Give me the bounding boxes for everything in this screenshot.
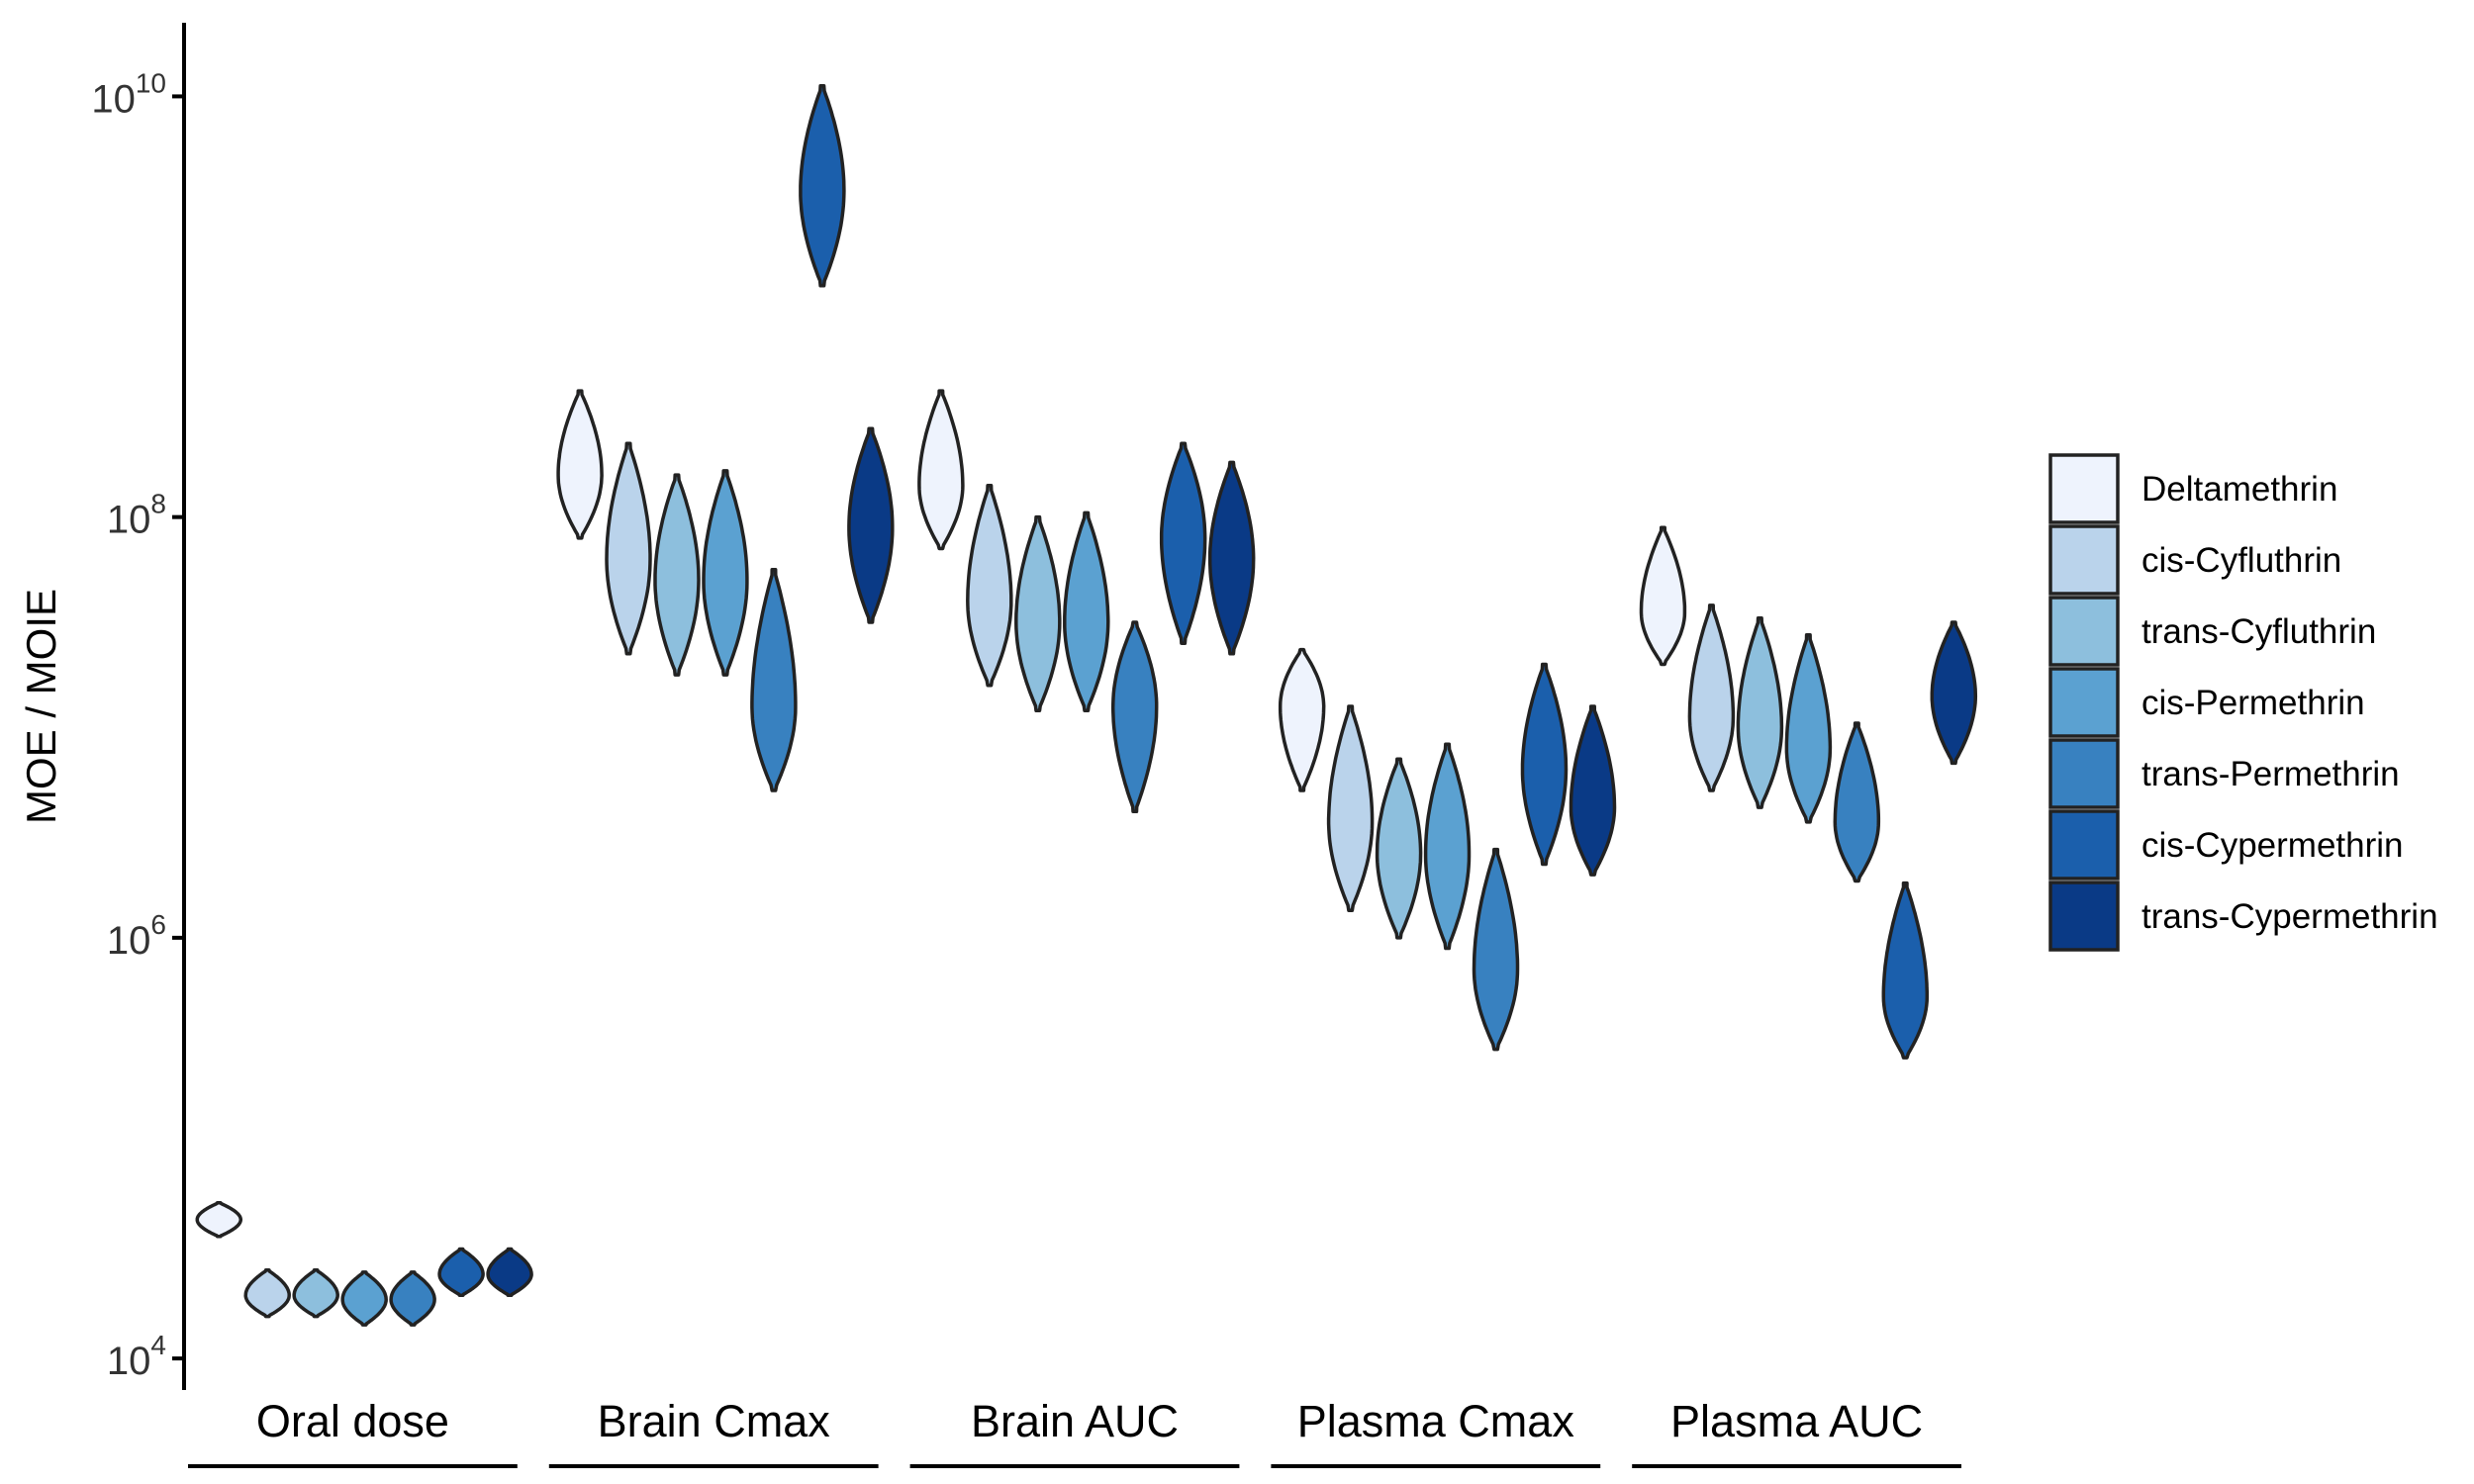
- legend-swatch: [2048, 809, 2120, 881]
- legend-label: trans-Permethrin: [2141, 755, 2400, 793]
- y-tick-label: 1010: [91, 67, 166, 121]
- legend-swatch: [2048, 453, 2120, 524]
- violin-trans-cypermethrin: [1930, 620, 1978, 766]
- violin-cis-cyfluthrin: [1326, 704, 1375, 912]
- y-axis-title: MOE / MOIE: [18, 589, 64, 824]
- legend-label: cis-Cypermethrin: [2141, 826, 2404, 865]
- legend-label: Deltamethrin: [2141, 470, 2337, 509]
- violin-deltamethrin: [556, 389, 604, 540]
- violin-trans-permethrin: [1833, 721, 1881, 883]
- violin-cis-cypermethrin: [437, 1247, 485, 1298]
- legend: Deltamethrin cis-Cyfluthrin trans-Cyfluthr…: [2048, 453, 2438, 952]
- y-tick-label: 106: [107, 909, 166, 963]
- violin-trans-cyfluthrin: [653, 473, 701, 677]
- violin-cis-cypermethrin: [1520, 662, 1569, 867]
- violin-cis-permethrin: [340, 1270, 388, 1327]
- violin-deltamethrin: [1639, 525, 1687, 667]
- violin-trans-cypermethrin: [1569, 704, 1617, 877]
- violin-trans-cypermethrin: [1207, 460, 1256, 656]
- violin-cis-permethrin: [1423, 742, 1472, 951]
- violin-cis-permethrin: [1784, 632, 1833, 824]
- legend-label: cis-Permethrin: [2141, 684, 2365, 722]
- violin-trans-cypermethrin: [847, 426, 895, 624]
- y-axis: 104 106 108 1010: [91, 23, 186, 1390]
- violin-cis-cyfluthrin: [966, 484, 1013, 688]
- legend-swatch: [2048, 738, 2120, 809]
- violin-cis-permethrin: [1063, 510, 1110, 713]
- group-label: Brain Cmax: [598, 1396, 831, 1446]
- violin-cis-cyfluthrin: [1687, 603, 1736, 792]
- y-tick-label: 104: [107, 1330, 166, 1383]
- group-label: Oral dose: [256, 1396, 449, 1446]
- legend-swatch: [2048, 881, 2120, 952]
- violin-cis-cyfluthrin: [605, 441, 652, 656]
- x-group-labels: Oral dose Brain Cmax Brain AUC Plasma Cmax P…: [188, 1396, 1961, 1468]
- legend-swatch: [2048, 667, 2120, 738]
- violin-cis-permethrin: [702, 469, 749, 677]
- violin-trans-permethrin: [389, 1270, 436, 1327]
- group-label: Plasma Cmax: [1297, 1396, 1575, 1446]
- violin-layer: [195, 84, 1978, 1327]
- violin-deltamethrin: [1278, 647, 1326, 792]
- violin-deltamethrin: [917, 389, 965, 551]
- legend-swatch: [2048, 596, 2120, 667]
- y-tick-label: 108: [107, 489, 166, 542]
- legend-swatch: [2048, 524, 2120, 596]
- violin-trans-permethrin: [750, 568, 798, 792]
- group-label: Plasma AUC: [1670, 1396, 1923, 1446]
- legend-label: trans-Cyfluthrin: [2141, 612, 2376, 651]
- violin-trans-permethrin: [1472, 847, 1520, 1052]
- violin-trans-cyfluthrin: [292, 1268, 339, 1319]
- legend-label: cis-Cyfluthrin: [2141, 541, 2341, 580]
- y-ticks: 104 106 108 1010: [91, 67, 184, 1383]
- violin-trans-cyfluthrin: [1014, 514, 1062, 713]
- violin-cis-cypermethrin: [1159, 441, 1207, 645]
- violin-cis-cypermethrin: [799, 84, 846, 288]
- violin-trans-cypermethrin: [486, 1247, 533, 1298]
- violin-deltamethrin: [195, 1201, 243, 1239]
- group-label: Brain AUC: [971, 1396, 1179, 1446]
- violin-trans-cyfluthrin: [1736, 615, 1784, 809]
- violin-trans-cyfluthrin: [1375, 757, 1423, 940]
- violin-trans-permethrin: [1110, 620, 1159, 814]
- violin-cis-cypermethrin: [1881, 881, 1930, 1060]
- violin-cis-cyfluthrin: [243, 1268, 291, 1319]
- legend-label: trans-Cypermethrin: [2141, 897, 2438, 936]
